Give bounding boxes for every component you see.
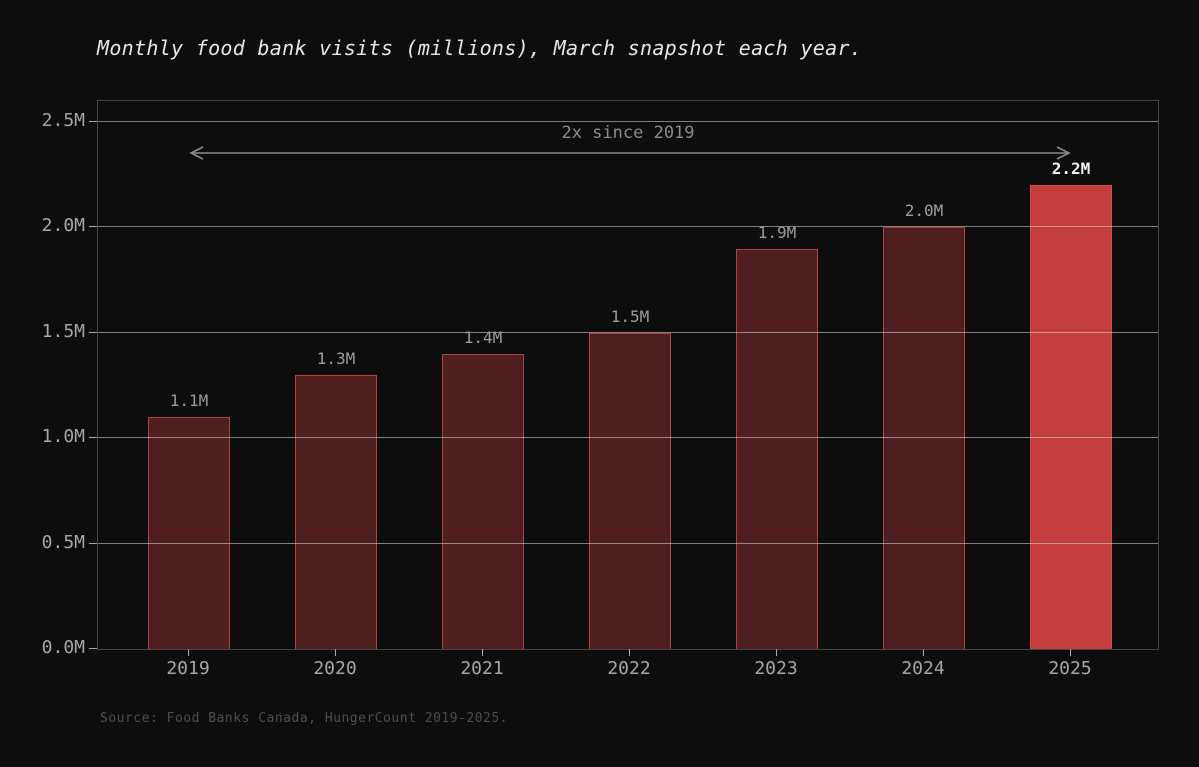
chart-title: Monthly food bank visits (millions), Mar… [97,36,863,60]
gridline-2.0M [98,226,1158,228]
annotation-label: 2x since 2019 [561,123,695,143]
x-tick-label-2024: 2024 [901,658,945,679]
y-tick [89,437,97,439]
y-tick [89,648,97,649]
y-tick-label: 0.5M [41,531,85,553]
bar-value-label-2023: 1.9M [757,222,797,242]
x-tick-label-2022: 2022 [607,658,651,679]
bar-value-label-2019: 1.1M [169,391,209,411]
y-tick-label: 2.5M [41,110,85,132]
x-tick [629,649,630,656]
bar-2021 [442,353,524,649]
source-note: Source: Food Banks Canada, HungerCount 2… [100,711,509,726]
x-tick [1070,649,1071,656]
x-tick [188,649,189,656]
bar-value-label-2020: 1.3M [316,349,356,368]
x-tick [482,649,483,656]
y-tick-label: 1.0M [41,426,85,448]
bar-2022 [589,332,671,649]
y-tick [89,331,97,333]
x-tick-label-2020: 2020 [313,658,357,679]
bar-value-label-2021: 1.4M [463,327,503,347]
gridline-2.5M [98,121,1158,123]
bar-2020 [295,375,377,649]
bar-2023 [736,248,818,649]
plot-area: 2x since 2019 1.1M 1.3M 1.4M 1.5M 1.9M 2.0M 2.… [97,100,1159,650]
y-tick [89,542,97,544]
x-tick [335,649,336,656]
x-tick [776,649,777,656]
bar-2024 [883,227,965,649]
x-tick-label-2025: 2025 [1048,658,1092,679]
bar-2025 [1030,185,1112,649]
y-tick-label: 0.0M [41,637,85,658]
x-tick-label-2019: 2019 [166,658,210,679]
y-tick [89,121,97,123]
y-tick-label: 2.0M [41,215,85,237]
y-tick-label: 1.5M [41,320,85,342]
bar-value-label-2022: 1.5M [610,306,650,326]
y-tick [89,226,97,228]
bar-value-label-2024: 2.0M [904,201,944,221]
bar-value-label-2025: 2.2M [1051,159,1091,179]
x-tick-label-2023: 2023 [754,658,798,679]
bar-2019 [148,417,230,649]
x-tick-label-2021: 2021 [460,658,504,679]
x-tick [923,649,924,656]
